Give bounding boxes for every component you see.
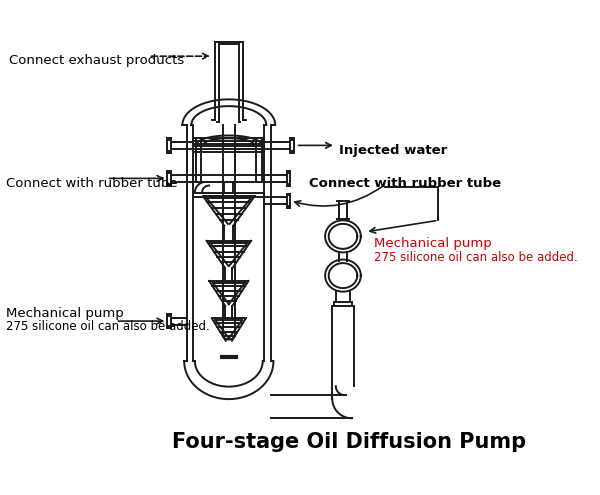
Text: Injected water: Injected water — [338, 145, 447, 157]
Text: Connect with rubber tube: Connect with rubber tube — [6, 177, 178, 190]
Text: 275 silicone oil can also be added.: 275 silicone oil can also be added. — [6, 320, 209, 333]
Text: Connect with rubber tube: Connect with rubber tube — [309, 177, 501, 190]
Text: Connect exhaust products: Connect exhaust products — [8, 54, 184, 67]
Text: Four-stage Oil Diffusion Pump: Four-stage Oil Diffusion Pump — [172, 432, 526, 452]
Text: 275 silicone oil can also be added.: 275 silicone oil can also be added. — [374, 251, 578, 264]
Text: Mechanical pump: Mechanical pump — [374, 237, 492, 250]
Text: Mechanical pump: Mechanical pump — [6, 306, 124, 320]
